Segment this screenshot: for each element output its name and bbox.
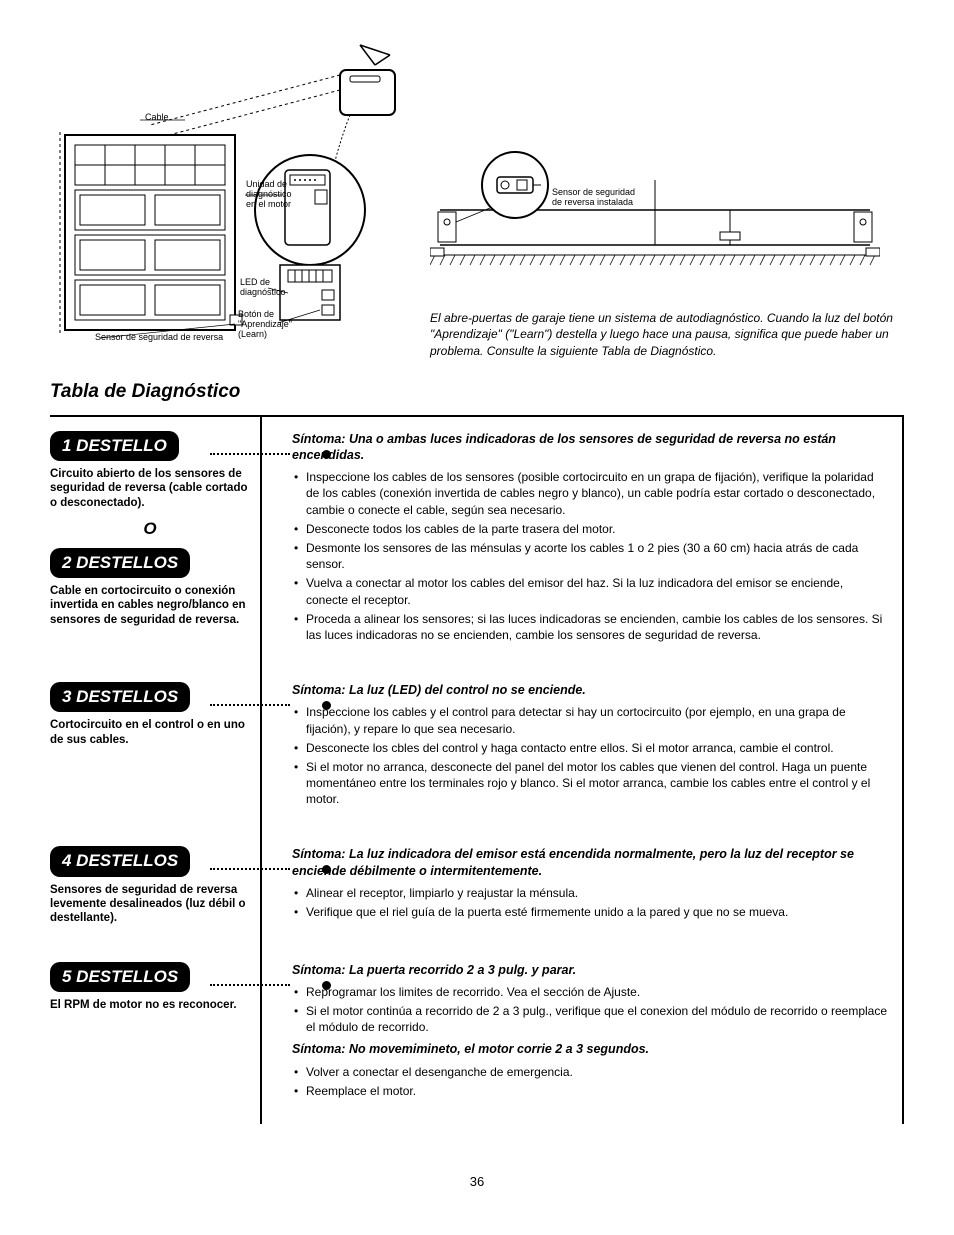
diag-left-4: 5 DESTELLOS El RPM de motor no es recono… — [50, 962, 260, 1102]
garage-opener-svg — [50, 40, 400, 360]
flash-badge-1: 1 DESTELLO — [50, 431, 179, 461]
list-item: Si el motor no arranca, desconecte del p… — [292, 759, 887, 808]
list-item: Desmonte los sensores de las ménsulas y … — [292, 540, 887, 572]
flash-desc-3: Cortocircuito en el control o en uno de … — [50, 718, 250, 747]
bullets-2: Inspeccione los cables y el control para… — [292, 704, 887, 807]
bullets-1: Inspeccione los cables de los sensores (… — [292, 469, 887, 643]
diag-left-3: 4 DESTELLOS Sensores de seguridad de rev… — [50, 846, 260, 925]
diag-right-3: Síntoma: La luz indicadora del emisor es… — [262, 846, 902, 925]
list-item: Si el motor continúa a recorrido de 2 a … — [292, 1003, 887, 1035]
bullets-3: Alinear el receptor, limpiarlo y reajust… — [292, 885, 887, 920]
list-item: Alinear el receptor, limpiarlo y reajust… — [292, 885, 887, 901]
top-diagrams-row: Cable Unidad de diagnóstico en el motor … — [50, 40, 904, 360]
symptom-4b: Síntoma: No movemimineto, el motor corri… — [292, 1041, 887, 1057]
list-item: Desconecte los cbles del control y haga … — [292, 740, 887, 756]
bullets-4a: Reprogramar los limites de recorrido. Ve… — [292, 984, 887, 1036]
label-led: LED de diagnóstico — [240, 278, 286, 298]
intro-paragraph: El abre-puertas de garaje tiene un siste… — [430, 310, 904, 360]
diag-row-4: 5 DESTELLOS El RPM de motor no es recono… — [50, 948, 902, 1124]
flash-desc-1: Circuito abierto de los sensores de segu… — [50, 467, 250, 510]
diag-right-4: Síntoma: La puerta recorrido 2 a 3 pulg.… — [262, 962, 902, 1102]
list-item: Reprogramar los limites de recorrido. Ve… — [292, 984, 887, 1000]
list-item: Proceda a alinear los sensores; si las l… — [292, 611, 887, 643]
list-item: Inspeccione los cables de los sensores (… — [292, 469, 887, 518]
diagram-sensor-installed: Sensor de seguridad de reversa instalada… — [430, 40, 904, 360]
diag-right-2: Síntoma: La luz (LED) del control no se … — [262, 682, 902, 810]
label-cable: Cable — [145, 112, 169, 124]
list-item: Inspeccione los cables y el control para… — [292, 704, 887, 736]
symptom-1: Síntoma: Una o ambas luces indicadoras d… — [292, 431, 887, 464]
flash-badge-2: 2 DESTELLOS — [50, 548, 190, 578]
flash-badge-4: 4 DESTELLOS — [50, 846, 190, 876]
conjunction-o: O — [50, 518, 250, 540]
symptom-2: Síntoma: La luz (LED) del control no se … — [292, 682, 887, 698]
symptom-3: Síntoma: La luz indicadora del emisor es… — [292, 846, 887, 879]
flash-badge-3: 3 DESTELLOS — [50, 682, 190, 712]
list-item: Vuelva a conectar al motor los cables de… — [292, 575, 887, 607]
list-item: Reemplace el motor. — [292, 1083, 887, 1099]
list-item: Verifique que el riel guía de la puerta … — [292, 904, 887, 920]
list-item: Desconecte todos los cables de la parte … — [292, 521, 887, 537]
symptom-4a: Síntoma: La puerta recorrido 2 a 3 pulg.… — [292, 962, 887, 978]
diag-right-1: Síntoma: Una o ambas luces indicadoras d… — [262, 431, 902, 646]
list-item: Volver a conectar el desenganche de emer… — [292, 1064, 887, 1080]
sensor-svg — [430, 150, 880, 300]
label-sensor-installed: Sensor de seguridad de reversa instalada — [552, 188, 635, 208]
flash-badge-5: 5 DESTELLOS — [50, 962, 190, 992]
flash-desc-2: Cable en cortocircuito o conexión invert… — [50, 584, 250, 627]
label-button: Botón de "Aprendizaje" (Learn) — [238, 310, 292, 340]
diagnostic-table: 1 DESTELLO Circuito abierto de los senso… — [50, 415, 904, 1124]
diag-row-3: 4 DESTELLOS Sensores de seguridad de rev… — [50, 832, 902, 947]
section-title: Tabla de Diagnóstico — [50, 380, 904, 405]
diagram-garage-opener: Cable Unidad de diagnóstico en el motor … — [50, 40, 400, 360]
diag-left-1: 1 DESTELLO Circuito abierto de los senso… — [50, 431, 260, 646]
diag-left-2: 3 DESTELLOS Cortocircuito en el control … — [50, 682, 260, 810]
label-motor-unit: Unidad de diagnóstico en el motor — [246, 180, 292, 210]
diag-row-2: 3 DESTELLOS Cortocircuito en el control … — [50, 668, 902, 832]
flash-desc-4: Sensores de seguridad de reversa levemen… — [50, 883, 250, 926]
diag-row-1: 1 DESTELLO Circuito abierto de los senso… — [50, 417, 902, 668]
page-number: 36 — [50, 1174, 904, 1191]
label-sensor-reverse: Sensor de seguridad de reversa — [95, 332, 223, 344]
bullets-4b: Volver a conectar el desenganche de emer… — [292, 1064, 887, 1099]
flash-desc-5: El RPM de motor no es reconocer. — [50, 998, 250, 1012]
